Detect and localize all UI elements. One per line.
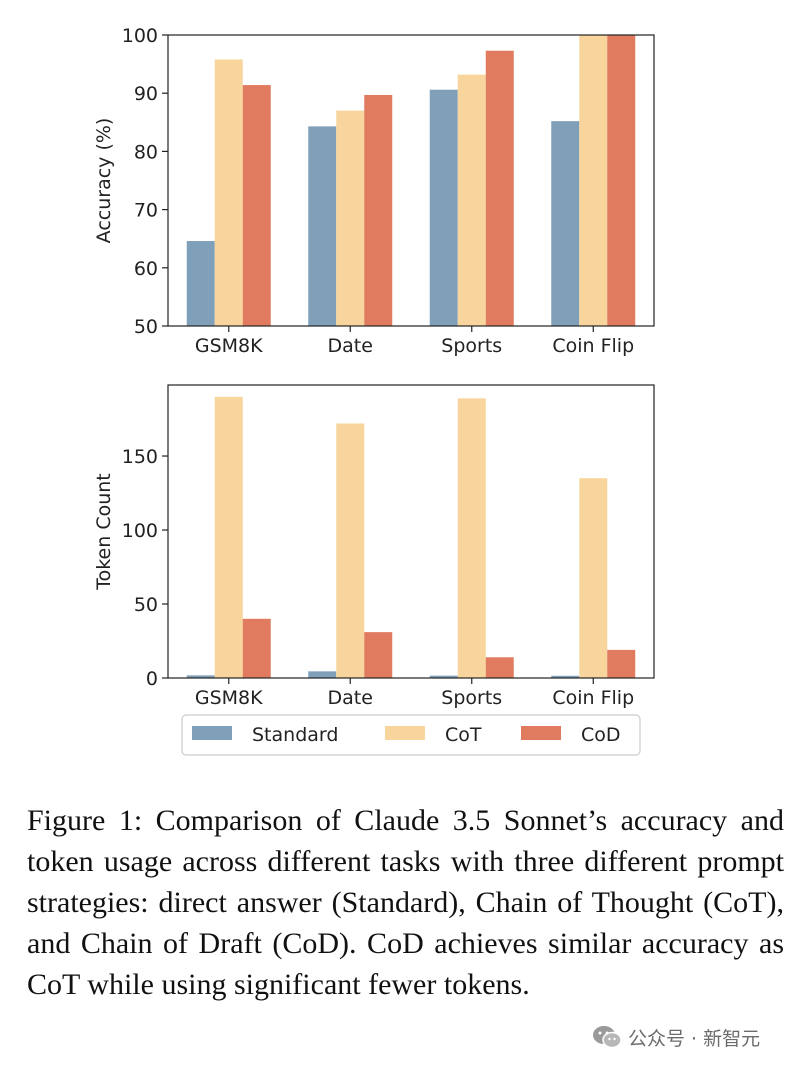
token-xtick-label: Date [328, 687, 373, 709]
accuracy-ytick-label: 90 [134, 83, 158, 105]
token-plot-frame [167, 384, 655, 679]
accuracy-xtick-label: GSM8K [195, 335, 263, 357]
accuracy-chart: 50 60 70 80 90 100 GSM8K Date Sports Coin Flip Acc… [93, 25, 655, 357]
wechat-icon [593, 1026, 622, 1049]
figure-caption: Figure 1: Comparison of Claude 3.5 Sonne… [27, 804, 784, 1001]
accuracy-xtick-label: Date [328, 335, 373, 357]
accuracy-ytick-label: 70 [134, 200, 158, 222]
accuracy-bar-cot-coin-flip [579, 35, 608, 326]
legend-swatch-cod [521, 726, 561, 740]
token-ylabel: Token Count [93, 473, 115, 591]
token-xtick-label: Sports [441, 687, 502, 709]
accuracy-bar-cot-sports [457, 74, 486, 327]
token-bar-cot-sports [457, 398, 486, 678]
legend-label-standard: Standard [252, 724, 338, 746]
accuracy-xtick-label: Sports [441, 335, 502, 357]
watermark-text: 公众号 · 新智元 [628, 1027, 761, 1050]
token-bar-cod-date [364, 632, 393, 678]
token-bar-cod-sports [485, 657, 514, 678]
watermark: 公众号 · 新智元 [592, 1022, 760, 1052]
legend-swatch-standard [192, 726, 232, 740]
token-ytick-label: 150 [122, 446, 158, 468]
token-ytick-label: 0 [146, 668, 158, 690]
token-ytick-label: 100 [122, 520, 158, 542]
accuracy-ylabel: Accuracy (%) [93, 118, 115, 244]
token-bar-cod-coin-flip [607, 649, 636, 678]
token-bar-cot-gsm8k [214, 396, 243, 678]
accuracy-bar-cot-date [336, 110, 365, 326]
accuracy-ytick-label: 100 [122, 25, 158, 47]
accuracy-ytick-label: 50 [134, 316, 158, 338]
token-bar-standard-gsm8k [186, 675, 215, 678]
accuracy-bar-cod-date [364, 94, 393, 326]
legend-label-cot: CoT [445, 724, 482, 746]
accuracy-bar-cod-coin-flip [607, 35, 636, 326]
legend-swatch-cot [385, 726, 425, 740]
token-bar-standard-coin-flip [551, 675, 580, 678]
legend-label-cod: CoD [581, 724, 621, 746]
legend: Standard CoT CoD [181, 714, 641, 756]
token-xtick-label: GSM8K [195, 687, 263, 709]
accuracy-bar-standard-sports [429, 89, 458, 326]
token-ytick-label: 50 [134, 594, 158, 616]
token-bar-cot-date [336, 423, 365, 678]
accuracy-xtick-label: Coin Flip [552, 335, 634, 357]
token-xtick-label: Coin Flip [552, 687, 634, 709]
accuracy-plot-frame [167, 34, 655, 327]
accuracy-bar-cod-sports [485, 50, 514, 327]
token-bar-cot-coin-flip [579, 478, 608, 678]
accuracy-ytick-label: 60 [134, 258, 158, 280]
accuracy-bar-cot-gsm8k [214, 59, 243, 326]
accuracy-bar-standard-date [308, 126, 337, 327]
accuracy-bar-cod-gsm8k [242, 85, 271, 326]
token-bar-standard-date [308, 671, 337, 678]
token-bar-standard-sports [429, 675, 458, 678]
token-count-chart: 0 50 100 150 GSM8K Date Sports Coin Flip Token C… [93, 384, 655, 709]
accuracy-bar-standard-coin-flip [551, 121, 580, 326]
token-bar-cod-gsm8k [242, 618, 271, 678]
figure-canvas: 50 60 70 80 90 100 GSM8K Date Sports Coin Flip Acc… [93, 25, 655, 756]
accuracy-bar-standard-gsm8k [186, 241, 215, 326]
accuracy-ytick-label: 80 [134, 141, 158, 163]
